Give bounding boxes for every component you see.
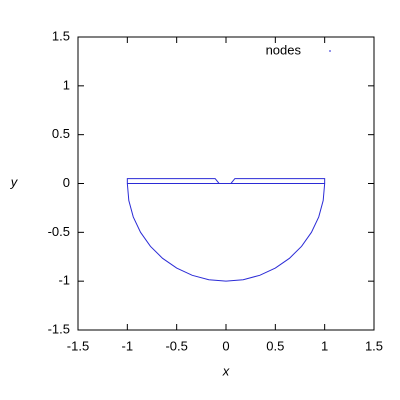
y-axis-label: y (10, 174, 19, 189)
x-axis-label: x (222, 363, 230, 378)
x-tick-label: -1 (122, 338, 134, 353)
x-tick-label: -1.5 (67, 338, 89, 353)
y-tick-label: -0.5 (48, 224, 70, 239)
x-tick-label: 0.5 (266, 338, 284, 353)
y-tick-label: 1 (63, 77, 70, 92)
x-tick-label: -0.5 (165, 338, 187, 353)
y-tick-label: 0 (63, 175, 70, 190)
y-tick-label: -1 (58, 273, 70, 288)
y-tick-label: 1.5 (52, 28, 70, 43)
data-line (126, 178, 326, 282)
legend-label: nodes (266, 42, 302, 57)
x-tick-label: 1.5 (365, 338, 383, 353)
y-tick-label: 0.5 (52, 126, 70, 141)
y-tick-label: -1.5 (48, 321, 70, 336)
x-tick-label: 1 (321, 338, 328, 353)
x-tick-label: 0 (222, 338, 229, 353)
